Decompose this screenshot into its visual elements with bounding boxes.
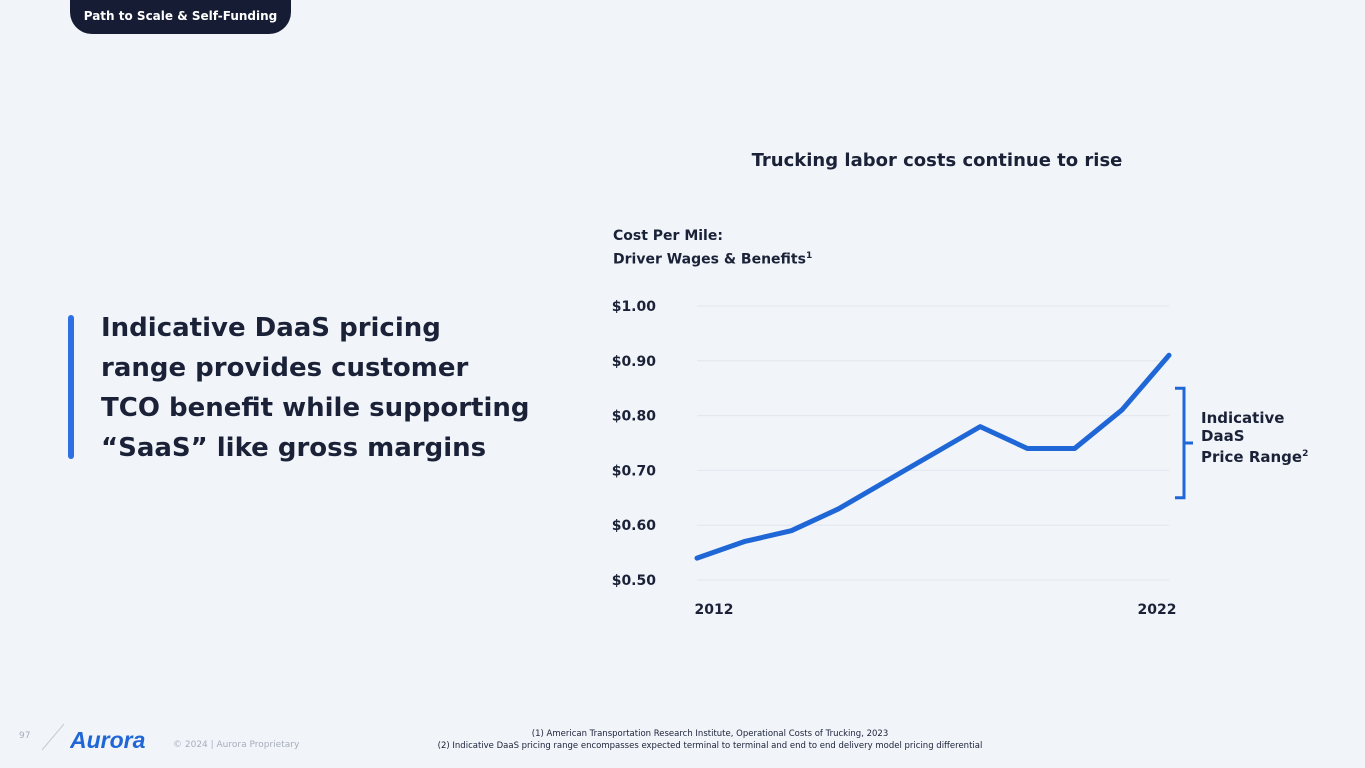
- copyright: © 2024 | Aurora Proprietary: [173, 740, 300, 750]
- series-line: [694, 352, 1172, 561]
- headline-line-3: TCO benefit while supporting: [101, 393, 530, 423]
- footnote-2: (2) Indicative DaaS pricing range encomp…: [437, 741, 983, 751]
- x-tick-label: 2012: [695, 602, 734, 618]
- y-axis-title-line-1: Cost Per Mile:: [613, 228, 723, 244]
- headline-line-2: range provides customer: [101, 353, 469, 383]
- y-axis-title-line-2: Driver Wages & Benefits1: [613, 246, 812, 270]
- headline-line-1: Indicative DaaS pricing: [101, 313, 441, 343]
- x-tick-label: 2022: [1138, 602, 1177, 618]
- footnotes: (1) American Transportation Research Ins…: [340, 728, 1080, 752]
- y-tick-label: $0.80: [612, 409, 657, 425]
- headline: Indicative DaaS pricing range provides c…: [101, 308, 541, 468]
- price-range-footnote-marker: 2: [1302, 449, 1309, 459]
- price-range-label-line-3: Price Range2: [1201, 445, 1308, 466]
- price-range-bracket: [1175, 386, 1193, 500]
- price-range-label-line-2: DaaS: [1201, 427, 1245, 445]
- section-tag-label: Path to Scale & Self-Funding: [83, 9, 278, 23]
- x-axis-ticks: 2012 2022: [695, 602, 1177, 618]
- y-tick-label: $0.60: [612, 518, 657, 534]
- price-range-label-line-3-text: Price Range: [1201, 448, 1303, 466]
- divider-slash: [41, 723, 65, 751]
- accent-bar: [68, 315, 74, 459]
- price-range-label: Indicative DaaS Price Range2: [1201, 409, 1308, 466]
- headline-line-4: “SaaS” like gross margins: [101, 433, 487, 463]
- page-number: 97: [19, 731, 31, 741]
- chart-title: Trucking labor costs continue to rise: [751, 150, 1123, 171]
- y-axis-title-line-2-text: Driver Wages & Benefits: [613, 251, 806, 268]
- y-axis-footnote-marker: 1: [805, 251, 813, 261]
- y-tick-label: $1.00: [612, 299, 657, 315]
- aurora-logo: Aurora: [70, 727, 146, 752]
- chart-gridlines: [697, 305, 1169, 581]
- y-axis-title: Cost Per Mile: Driver Wages & Benefits1: [613, 226, 812, 270]
- y-axis-ticks: $1.00 $0.90 $0.80 $0.70 $0.60 $0.50: [612, 299, 657, 589]
- y-tick-label: $0.50: [612, 573, 657, 589]
- price-range-label-line-1: Indicative: [1201, 409, 1285, 427]
- section-tag: Path to Scale & Self-Funding: [70, 0, 291, 34]
- aurora-logo-text: Aurora: [70, 727, 146, 752]
- y-tick-label: $0.90: [612, 354, 657, 370]
- footnote-1: (1) American Transportation Research Ins…: [531, 729, 889, 739]
- y-tick-label: $0.70: [612, 463, 657, 479]
